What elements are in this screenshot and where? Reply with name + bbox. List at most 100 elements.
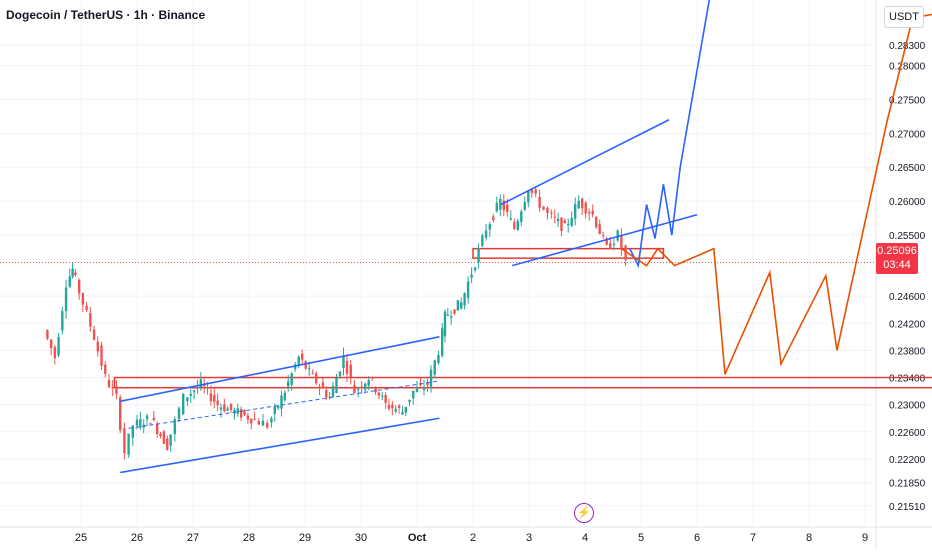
candle-body [433, 360, 436, 375]
candle-body [104, 364, 107, 374]
candle-body [588, 212, 591, 214]
candle-body [538, 197, 541, 208]
flash-icon[interactable]: ⚡ [574, 503, 594, 523]
y-tick-label: 0.22200 [889, 455, 926, 466]
candle-body [449, 316, 453, 318]
candle-body [509, 218, 512, 220]
x-tick-label: 27 [187, 532, 199, 544]
candle-body [243, 409, 246, 415]
candle-body [422, 387, 426, 390]
candle-body [321, 382, 325, 389]
candle-body [77, 279, 81, 294]
y-tick-label: 0.24600 [889, 292, 926, 303]
candle-body [466, 281, 470, 298]
candle-body [145, 415, 149, 420]
y-tick-label: 0.26500 [889, 163, 926, 174]
candle-body [581, 198, 584, 209]
candle-body [338, 371, 342, 377]
candle-body [384, 395, 387, 403]
candle-body [570, 217, 573, 226]
candle-body [61, 311, 64, 331]
candle-body [404, 407, 407, 413]
candle-body [223, 404, 226, 412]
candle-body [219, 407, 223, 410]
candle-body [107, 380, 111, 388]
candle-body [287, 381, 290, 387]
candle-body [182, 393, 185, 415]
candle-body [591, 210, 594, 215]
candle-body [523, 202, 526, 210]
candle-body [152, 417, 155, 421]
trend-line [500, 119, 670, 206]
y-tick-label: 0.26000 [889, 197, 926, 208]
candle-body [192, 390, 196, 393]
candle-body [542, 206, 545, 210]
candle-body [315, 373, 318, 384]
candle-body [495, 202, 498, 212]
y-tick-label: 0.25500 [889, 231, 926, 242]
last-price-countdown: 03:44 [883, 259, 911, 271]
candle-body [408, 399, 411, 403]
candle-body [443, 311, 447, 337]
candle-body [318, 386, 321, 388]
x-tick-label: 6 [694, 532, 700, 544]
candle-body [166, 438, 169, 450]
candle-body [367, 380, 370, 386]
candle-body [64, 287, 68, 311]
candle-body [331, 385, 335, 397]
candle-body [127, 433, 130, 455]
x-tick-label: 28 [243, 532, 255, 544]
x-tick-label: 25 [75, 532, 87, 544]
candle-body [169, 434, 172, 446]
candle-body [502, 200, 505, 211]
candle-body [186, 397, 189, 402]
candle-body [397, 405, 401, 409]
candle-body [209, 393, 213, 402]
candle-body [391, 404, 394, 409]
candle-body [364, 383, 367, 390]
candle-body [131, 425, 134, 438]
x-tick-label: 9 [862, 532, 868, 544]
x-tick-label: 3 [526, 532, 532, 544]
candle-body [345, 360, 349, 374]
candle-body [46, 330, 49, 339]
candle-body [446, 314, 449, 316]
zone-rect [113, 376, 932, 389]
candle-body [335, 377, 338, 394]
trend-line [128, 380, 440, 429]
candle-body [374, 387, 377, 393]
x-tick-label: 7 [750, 532, 756, 544]
y-tick-label: 0.21510 [889, 502, 926, 513]
x-tick-label: 30 [355, 532, 367, 544]
candle-body [139, 419, 142, 428]
x-tick-label: 29 [299, 532, 311, 544]
candle-body [612, 243, 616, 246]
candle-body [266, 422, 269, 428]
candle-body [377, 392, 381, 396]
candle-body [85, 305, 88, 311]
candle-body [308, 367, 311, 369]
currency-selector[interactable]: USDT [884, 6, 924, 28]
candle-body [276, 405, 280, 409]
last-price-tag: 0.25096 03:44 [876, 243, 918, 274]
candle-body [229, 403, 233, 410]
candle-body [100, 345, 103, 366]
candle-body [609, 243, 612, 249]
candle-body [595, 216, 598, 228]
candle-body [415, 387, 419, 392]
candle-body [499, 198, 502, 210]
last-price-value: 0.25096 [877, 245, 917, 257]
candle-body [441, 328, 444, 356]
candle-body [574, 204, 577, 219]
candle-body [283, 392, 287, 401]
candle-body [155, 423, 159, 434]
candle-body [189, 393, 192, 396]
candle-body [426, 382, 429, 386]
candle-body [236, 408, 239, 414]
candle-body [349, 364, 352, 378]
candle-body [301, 353, 304, 360]
candle-body [530, 189, 533, 193]
candle-body [456, 300, 460, 311]
projection-path-orange [620, 13, 932, 375]
